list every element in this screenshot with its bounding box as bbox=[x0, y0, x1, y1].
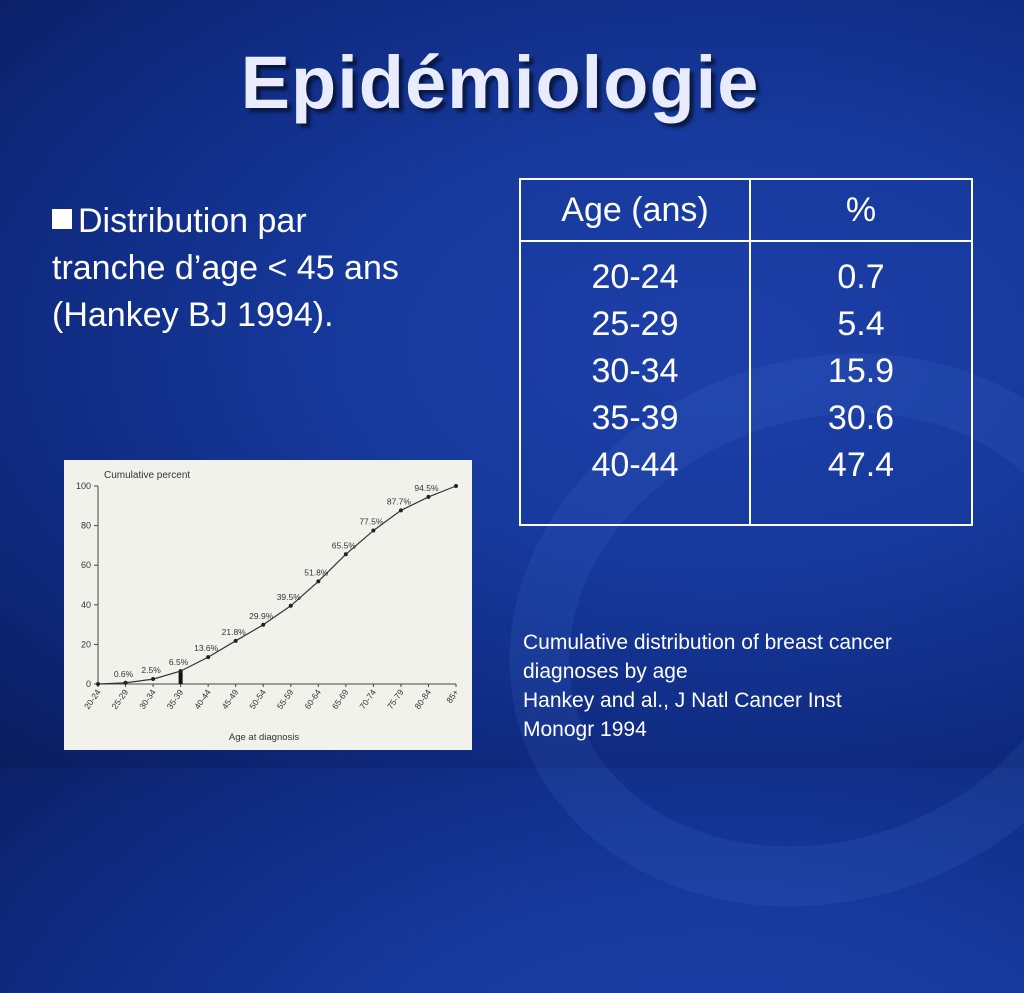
x-tick-label: 50-54 bbox=[247, 687, 268, 711]
percent-value: 30.6 bbox=[827, 399, 895, 437]
data-label: 77.5% bbox=[359, 517, 384, 527]
data-point bbox=[316, 579, 321, 584]
age-value: 20-24 bbox=[591, 258, 679, 296]
x-tick-label: 35-39 bbox=[165, 687, 186, 711]
data-label: 13.6% bbox=[194, 643, 219, 653]
x-axis-label: Age at diagnosis bbox=[229, 732, 299, 743]
bullet-text: Distribution par tranche d’age < 45 ans … bbox=[52, 198, 482, 339]
data-label: 29.9% bbox=[249, 611, 274, 621]
data-point bbox=[151, 677, 156, 682]
data-point bbox=[343, 552, 348, 557]
age-distribution-table: Age (ans) % 20-24 25-29 30-34 35-39 40-4… bbox=[519, 178, 973, 526]
x-tick-label: 80-84 bbox=[412, 687, 433, 711]
data-label: 65.5% bbox=[332, 540, 357, 550]
table-cell-percents: 0.7 5.4 15.9 30.6 47.4 bbox=[749, 240, 973, 526]
data-point bbox=[371, 528, 376, 533]
table-cell-ages: 20-24 25-29 30-34 35-39 40-44 bbox=[519, 240, 751, 526]
x-tick-label: 25-29 bbox=[110, 687, 131, 711]
data-point bbox=[261, 622, 266, 627]
data-point bbox=[426, 494, 431, 499]
bullet-line-1: Distribution par bbox=[78, 202, 307, 240]
data-point bbox=[233, 638, 238, 643]
y-tick-label: 60 bbox=[81, 560, 91, 570]
age-value: 30-34 bbox=[591, 352, 679, 390]
x-tick-label: 55-59 bbox=[275, 687, 296, 711]
cumulative-chart-image: Cumulative percent 0 20 40 60 80 100 20-24 25-29… bbox=[64, 460, 472, 750]
y-tick-label: 100 bbox=[76, 481, 91, 491]
x-tick-label: 65-69 bbox=[330, 687, 351, 711]
bullet-square-icon bbox=[52, 209, 72, 229]
table-header-row: Age (ans) % bbox=[519, 178, 973, 242]
caption-line-3: Hankey and al., J Natl Cancer Inst bbox=[523, 689, 842, 712]
caption-line-4: Monogr 1994 bbox=[523, 718, 647, 741]
table-header-age: Age (ans) bbox=[519, 178, 751, 242]
data-point bbox=[96, 682, 100, 686]
data-label: 6.5% bbox=[169, 657, 189, 667]
cumulative-chart: Cumulative percent 0 20 40 60 80 100 20-24 25-29… bbox=[76, 470, 461, 743]
data-point bbox=[454, 484, 458, 488]
age-value: 40-44 bbox=[591, 446, 679, 484]
slide-title: Epidémiologie bbox=[240, 41, 760, 124]
bullet-line-3: (Hankey BJ 1994). bbox=[52, 296, 334, 334]
y-tick-label: 0 bbox=[86, 679, 91, 689]
table-row: 20-24 25-29 30-34 35-39 40-44 0.7 5.4 15… bbox=[519, 240, 973, 526]
percent-value: 15.9 bbox=[827, 352, 895, 390]
x-tick-label: 70-74 bbox=[357, 687, 378, 711]
age-value: 25-29 bbox=[591, 305, 679, 343]
chart-title: Cumulative percent bbox=[104, 470, 190, 481]
data-label: 0.6% bbox=[114, 669, 134, 679]
x-tick-label: 75-79 bbox=[385, 687, 406, 711]
data-label: 21.8% bbox=[222, 627, 247, 637]
percent-value: 0.7 bbox=[837, 258, 885, 296]
x-tick-label: 85+ bbox=[444, 687, 460, 705]
data-point bbox=[398, 508, 403, 513]
age-value: 35-39 bbox=[591, 399, 679, 437]
bullet-line-2: tranche d’age < 45 ans bbox=[52, 249, 399, 287]
y-tick-label: 40 bbox=[81, 600, 91, 610]
data-point bbox=[206, 655, 211, 660]
caption-line-2: diagnoses by age bbox=[523, 660, 688, 683]
x-tick-label: 45-49 bbox=[220, 687, 241, 711]
y-tick-label: 80 bbox=[81, 521, 91, 531]
series-line bbox=[97, 485, 457, 685]
data-point bbox=[288, 603, 293, 608]
data-label: 39.5% bbox=[277, 592, 302, 602]
chart-caption: Cumulative distribution of breast cancer… bbox=[523, 628, 1003, 744]
x-tick-label: 30-34 bbox=[137, 687, 158, 711]
highlight-bar bbox=[178, 671, 183, 684]
data-label: 87.7% bbox=[387, 496, 412, 506]
percent-value: 47.4 bbox=[827, 446, 895, 484]
table-header-percent: % bbox=[749, 178, 973, 242]
data-label: 2.5% bbox=[141, 665, 161, 675]
data-point bbox=[123, 680, 128, 685]
data-point bbox=[178, 669, 183, 674]
data-label: 94.5% bbox=[414, 483, 439, 493]
x-tick-label: 20-24 bbox=[82, 687, 103, 711]
x-tick-label: 60-64 bbox=[302, 687, 323, 711]
percent-value: 5.4 bbox=[837, 305, 885, 343]
x-tick-label: 40-44 bbox=[192, 687, 213, 711]
data-label: 51.8% bbox=[304, 567, 329, 577]
y-tick-label: 20 bbox=[81, 639, 91, 649]
caption-line-1: Cumulative distribution of breast cancer bbox=[523, 631, 892, 654]
